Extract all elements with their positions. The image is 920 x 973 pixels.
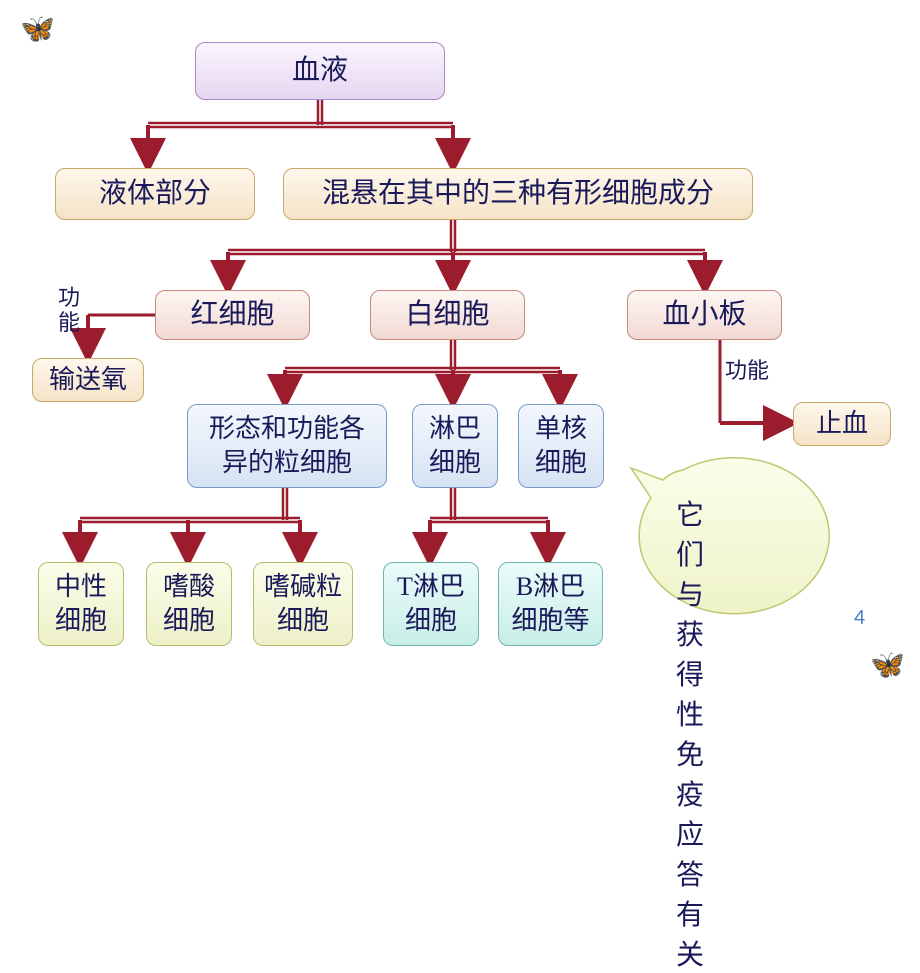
node-lymph: 淋巴 细胞 [412,404,498,488]
node-liquid: 液体部分 [55,168,255,220]
node-tcell: T淋巴 细胞 [383,562,479,646]
node-hemost: 止血 [793,402,891,446]
node-bcell: B淋巴 细胞等 [498,562,603,646]
node-gran: 形态和功能各 异的粒细胞 [187,404,387,488]
node-baso: 嗜碱粒 细胞 [253,562,353,646]
speech-text: 它们与获 得性免疫 应答有关 [676,493,704,973]
butterfly-icon: 🦋 [870,648,905,682]
node-solids: 混悬在其中的三种有形细胞成分 [283,168,753,220]
node-neutro: 中性 细胞 [38,562,124,646]
page-number: 4 [854,603,865,630]
node-plt: 血小板 [627,290,782,340]
butterfly-icon: 🦋 [20,12,55,46]
edge-label-func1: 功 能 [58,285,80,336]
node-mono: 单核 细胞 [518,404,604,488]
edge-label-func2: 功能 [725,358,769,383]
node-root: 血液 [195,42,445,100]
node-wbc: 白细胞 [370,290,525,340]
node-rbc: 红细胞 [155,290,310,340]
node-eos: 嗜酸 细胞 [146,562,232,646]
node-oxygen: 输送氧 [32,358,144,402]
